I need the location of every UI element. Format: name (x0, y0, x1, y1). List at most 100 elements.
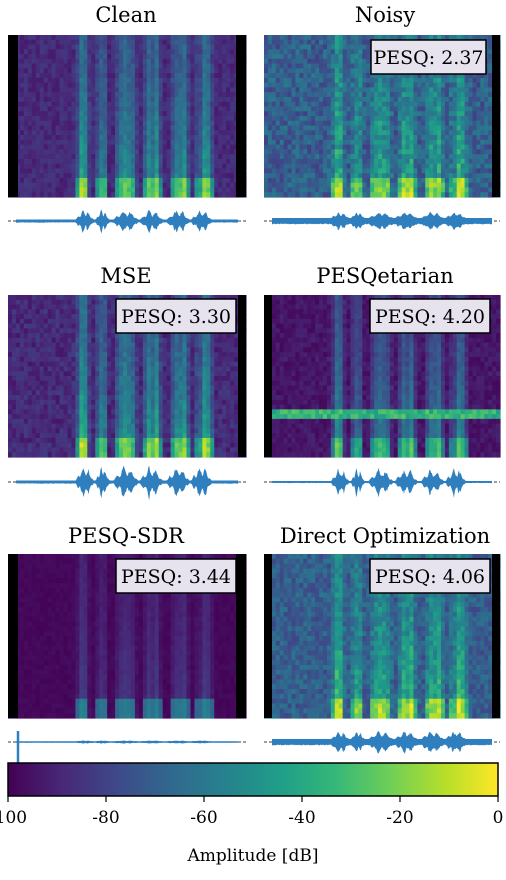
spectrogram-cell (134, 154, 140, 160)
spectrogram-cell (226, 120, 231, 127)
spectrogram-cell (11, 452, 17, 458)
spectrogram-cell (91, 82, 96, 89)
spectrogram-cell (480, 101, 485, 108)
spectrogram-cell (413, 187, 418, 193)
spectrogram-cell (51, 423, 57, 430)
spectrogram-cell (230, 82, 235, 89)
spectrogram-cell (31, 437, 37, 444)
spectrogram-cell (174, 44, 180, 50)
spectrogram-cell (130, 101, 136, 108)
spectrogram-cell (146, 111, 152, 117)
spectrogram-cell (417, 120, 422, 127)
spectrogram-cell (194, 120, 199, 127)
spectrogram-cell (437, 177, 442, 184)
spectrogram-cell (456, 106, 462, 112)
spectrogram-cell (67, 399, 73, 406)
spectrogram-cell (91, 366, 96, 372)
spectrogram-cell (35, 49, 41, 55)
spectrogram-cell (31, 404, 37, 410)
spectrogram-cell (226, 96, 231, 103)
spectrogram-cell (63, 116, 69, 122)
spectrogram-cell (444, 92, 450, 98)
spectrogram-cell (71, 304, 77, 310)
spectrogram-cell (346, 54, 352, 60)
spectrogram-cell (91, 328, 96, 334)
spectrogram-cell (307, 87, 312, 93)
spectrogram-cell (315, 49, 320, 55)
spectrogram-cell (107, 158, 112, 165)
spectrogram-cell (83, 423, 88, 430)
spectrogram-cell (99, 442, 104, 449)
spectrogram-cell (194, 68, 199, 74)
spectrogram-cell (31, 385, 37, 391)
spectrogram-cell (291, 63, 297, 69)
spectrogram-cell (67, 139, 73, 146)
spectrogram-cell (389, 35, 395, 41)
spectrogram-cell (421, 101, 426, 108)
spectrogram-cell (311, 192, 316, 198)
spectrogram-cell (287, 96, 293, 103)
spectrogram-cell (91, 447, 96, 453)
spectrogram-cell (23, 154, 29, 160)
spectrogram-cell (397, 82, 403, 89)
spectrogram-cell (334, 58, 340, 65)
spectrogram-cell (448, 87, 454, 93)
spectrogram-cell (138, 187, 144, 193)
spectrogram-cell (83, 328, 88, 334)
spectrogram-cell (91, 371, 96, 377)
spectrogram-cell (437, 125, 442, 131)
spectrogram-cell (111, 87, 116, 93)
spectrogram-cell (162, 120, 168, 127)
spectrogram-cell (190, 101, 196, 108)
spectrogram-cell (182, 182, 188, 189)
spectrogram-cell (409, 130, 415, 136)
spectrogram-cell (468, 125, 474, 131)
spectrogram-cell (63, 390, 69, 396)
spectrogram-cell (67, 333, 73, 339)
spectrogram-cell (370, 177, 375, 184)
spectrogram-cell (19, 356, 25, 363)
spectrogram-cell (230, 158, 235, 165)
spectrogram-cell (444, 182, 450, 189)
spectrogram-cell (433, 187, 438, 193)
spectrogram-cell (47, 177, 53, 184)
spectrogram-cell (362, 177, 367, 184)
spectrogram-cell (488, 82, 493, 89)
spectrogram-cell (441, 92, 446, 98)
spectrogram-cell (107, 409, 112, 415)
spectrogram-cell (31, 442, 37, 449)
spectrogram-cell (39, 130, 45, 136)
spectrogram-cell (19, 385, 25, 391)
spectrogram-cell (354, 154, 359, 160)
spectrogram-cell (378, 135, 383, 141)
spectrogram-cell (448, 106, 454, 112)
spectrogram-cell (111, 77, 116, 84)
spectrogram-cell (111, 106, 116, 112)
spectrogram-cell (111, 130, 116, 136)
spectrogram-cell (303, 163, 308, 170)
spectrogram-cell (63, 385, 69, 391)
spectrogram-cell (182, 135, 188, 141)
spectrogram-cell (222, 54, 227, 60)
spectrogram-cell (8, 314, 13, 320)
spectrogram-cell (307, 96, 312, 103)
spectrogram-cell (287, 177, 293, 184)
spectrogram-cell (444, 125, 450, 131)
spectrogram-cell (425, 182, 430, 189)
spectrogram-cell (59, 144, 65, 150)
spectrogram-cell (111, 49, 116, 55)
spectrogram-cell (389, 120, 395, 127)
spectrogram-cell (429, 106, 434, 112)
spectrogram-cell (401, 144, 407, 150)
spectrogram-cell (39, 106, 45, 112)
spectrogram-cell (429, 182, 434, 189)
spectrogram-cell (19, 177, 25, 184)
spectrogram-cell (448, 177, 454, 184)
spectrogram-cell (150, 82, 156, 89)
spectrogram-cell (55, 399, 61, 406)
spectrogram-cell (342, 135, 348, 141)
spectrogram-cell (95, 304, 100, 310)
spectrogram-cell (95, 111, 100, 117)
spectrogram-cell (433, 101, 438, 108)
spectrogram-cell (421, 125, 426, 131)
